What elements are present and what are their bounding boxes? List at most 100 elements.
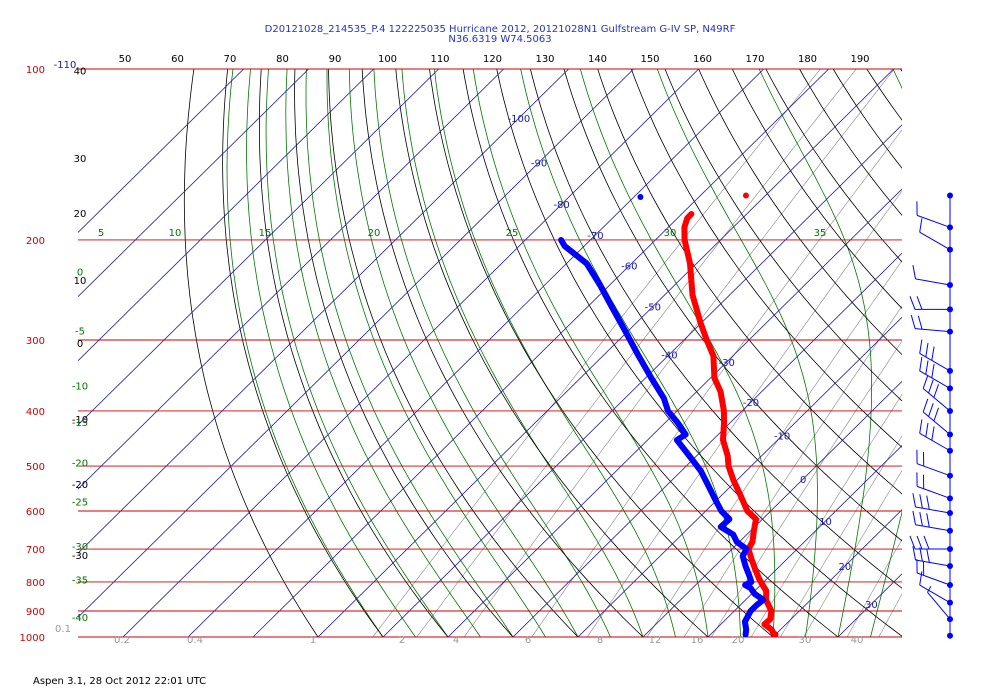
dry-adiabat-line bbox=[832, 69, 902, 169]
mixing-ratio-label: 0.4 bbox=[187, 635, 203, 646]
top-scale-label: 140 bbox=[588, 54, 607, 65]
wind-barb-feather bbox=[919, 512, 923, 526]
wind-barb-feather bbox=[919, 218, 923, 233]
wind-barb-feather bbox=[909, 296, 916, 310]
wind-barb-feather bbox=[922, 375, 929, 389]
wind-barb-feather bbox=[912, 510, 916, 525]
moist-adiabat-label: -40 bbox=[72, 613, 88, 624]
dry-adiabat-line bbox=[395, 69, 709, 637]
isotherm-label: 30 bbox=[865, 600, 878, 611]
isotherm-label: 10 bbox=[819, 517, 832, 528]
dry-adiabat-line bbox=[328, 69, 579, 637]
top-scale-label: 60 bbox=[171, 54, 184, 65]
dry-adiabat-label: -30 bbox=[72, 551, 88, 562]
wind-barb-feather bbox=[919, 571, 923, 586]
moist-adiabat-line bbox=[758, 69, 872, 637]
top-scale-label: 160 bbox=[693, 54, 712, 65]
wind-barb-feather bbox=[931, 364, 935, 378]
mixing-ratio-label: 2 bbox=[399, 635, 405, 646]
isotherm-label: -60 bbox=[621, 262, 637, 273]
isotherms bbox=[78, 69, 1000, 637]
dry-adiabat-line bbox=[630, 69, 902, 448]
wind-barb-feather bbox=[926, 495, 930, 510]
wind-barb-shaft bbox=[919, 231, 951, 251]
isotherm-line bbox=[78, 69, 569, 554]
moist-adiabat-line bbox=[373, 69, 611, 637]
isotherm-line bbox=[903, 69, 1000, 637]
moist-adiabat-label: 5 bbox=[98, 228, 104, 239]
isotherm-line bbox=[837, 573, 902, 637]
mixing-ratio-line bbox=[646, 260, 902, 637]
wind-barb-feather bbox=[933, 407, 939, 422]
top-scale-label: 110 bbox=[430, 54, 449, 65]
isotherm-line bbox=[317, 69, 894, 637]
wind-barb-feather bbox=[919, 494, 923, 509]
moist-adiabats bbox=[226, 69, 902, 637]
dry-adiabat-line bbox=[258, 69, 449, 637]
isotherm-line bbox=[642, 380, 902, 637]
dry-adiabat-line bbox=[462, 69, 839, 637]
dry-adiabats bbox=[183, 69, 902, 637]
wind-barb-shaft bbox=[916, 214, 951, 228]
wind-barb-shaft bbox=[915, 559, 951, 567]
wind-barb-shaft bbox=[919, 370, 951, 389]
wind-barb-feather bbox=[928, 379, 934, 394]
isotherm-line bbox=[968, 69, 1000, 637]
wind-barb-feather bbox=[928, 403, 934, 417]
mixing-ratio-line bbox=[416, 69, 857, 637]
mixing-ratio-line bbox=[531, 129, 902, 637]
chart-location: N36.6319 W74.5063 bbox=[448, 34, 552, 45]
moist-adiabat-line bbox=[305, 69, 514, 637]
top-scale-label: 70 bbox=[224, 54, 237, 65]
dewpoint-profile bbox=[558, 237, 767, 637]
mixing-ratio-line bbox=[780, 435, 902, 637]
wind-barb-feather bbox=[925, 343, 929, 357]
mixing-ratio-label: 20 bbox=[732, 635, 745, 646]
dry-adiabat-label: -10 bbox=[72, 415, 88, 426]
wind-barb-feather bbox=[927, 585, 932, 593]
mixing-ratio-line bbox=[463, 69, 895, 637]
moist-adiabat-line bbox=[285, 69, 481, 637]
dry-adiabat-label: 20 bbox=[74, 209, 87, 220]
dry-adiabat-line bbox=[496, 69, 902, 637]
isotherm-label: -90 bbox=[531, 158, 547, 169]
dry-adiabat-label: 10 bbox=[74, 276, 87, 287]
pressure-tick-label: 900 bbox=[26, 607, 45, 618]
moist-adiabat-label: 15 bbox=[259, 228, 272, 239]
pressure-tick-label: 800 bbox=[26, 578, 45, 589]
moist-adiabat-line bbox=[326, 69, 546, 637]
dry-adiabat-label: 40 bbox=[74, 66, 87, 77]
isotherm-label: -20 bbox=[743, 398, 759, 409]
pressure-tick-label: 500 bbox=[26, 462, 45, 473]
footer-text: Aspen 3.1, 28 Oct 2012 22:01 UTC bbox=[33, 676, 207, 687]
mixing-ratio-line bbox=[372, 69, 821, 637]
wind-barb-feather bbox=[931, 346, 935, 361]
wind-barb-shaft bbox=[922, 388, 951, 412]
isotherm-label: -10 bbox=[774, 432, 790, 443]
mixing-ratio-label: 0.2 bbox=[114, 635, 130, 646]
wind-barb-feather bbox=[910, 314, 916, 329]
top-scale-label: 80 bbox=[276, 54, 289, 65]
wind-barb-feather bbox=[919, 547, 923, 562]
dry-adiabat-label: 0 bbox=[77, 339, 83, 350]
top-scale-label: 100 bbox=[378, 54, 397, 65]
top-scale-label: 190 bbox=[850, 54, 869, 65]
wind-barb-feather bbox=[909, 535, 916, 550]
moist-adiabat-line bbox=[579, 69, 776, 637]
wind-barb-shaft bbox=[915, 278, 951, 286]
mixing-ratio-label: 4 bbox=[453, 635, 459, 646]
dry-adiabat-line bbox=[799, 69, 902, 216]
isotherm-line bbox=[78, 69, 439, 426]
wind-barb-feather bbox=[925, 360, 929, 375]
isotherm-line bbox=[707, 445, 902, 637]
wind-barb-shaft bbox=[927, 591, 951, 620]
wind-barb-shaft bbox=[919, 432, 951, 452]
pressure-tick-label: 700 bbox=[26, 545, 45, 556]
isotherm-line bbox=[122, 69, 699, 637]
top-scale-label: 150 bbox=[640, 54, 659, 65]
dry-adiabat-line bbox=[731, 69, 902, 309]
wind-barb-shaft bbox=[922, 411, 951, 435]
isotherm-line bbox=[447, 188, 902, 637]
dry-adiabat-label: -20 bbox=[72, 480, 88, 491]
moist-adiabat-label: 10 bbox=[169, 228, 182, 239]
